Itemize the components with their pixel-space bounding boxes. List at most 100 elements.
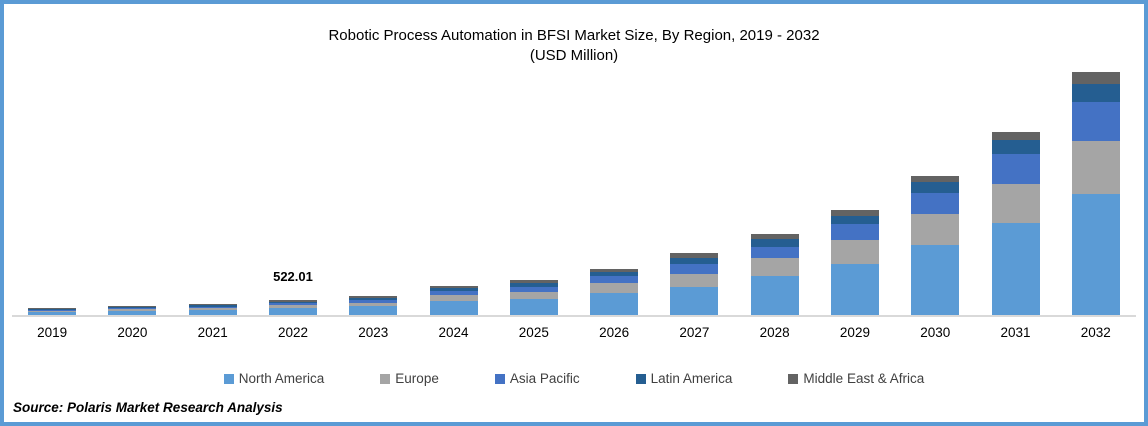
bar-segment-europe-2030 [911,214,960,246]
bar-segment-europe-2027 [670,274,719,287]
bar-segment-middle-east-africa-2026 [590,268,639,272]
x-axis-label-2030: 2030 [920,325,951,340]
x-axis-label-2022: 2022 [277,325,308,340]
bar-column-2031 [975,70,1055,315]
bar-segment-north-america-2020 [108,310,157,315]
bar-2023 [349,296,398,315]
source-note: Source: Polaris Market Research Analysis [13,400,283,415]
bar-column-2027 [654,70,734,315]
bar-segment-asia-pacific-2027 [670,264,719,275]
x-axis-label-2025: 2025 [518,325,549,340]
x-axis: 2019 2020 2021 2022 2023 2024 2025 2026 2027 2028… [12,317,1136,344]
bar-segment-north-america-2022 [268,308,317,315]
chart-subtitle: (USD Million) [529,47,619,64]
bar-segment-north-america-2027 [670,286,719,315]
legend-item-latin-america: Latin America [635,371,732,386]
x-axis-label-2032: 2032 [1080,325,1111,340]
bar-segment-europe-2026 [590,282,639,293]
bar-2030 [911,175,960,315]
bar-column-2029 [815,70,895,315]
legend-swatch-middle-east-africa [788,373,799,384]
bar-segment-asia-pacific-2030 [911,192,960,215]
legend-item-middle-east-africa: Middle East & Africa [788,371,924,386]
bar-segment-asia-pacific-2023 [349,299,398,303]
data-label-2022: 522.01 [273,269,313,285]
bar-column-2026 [574,70,654,315]
bar-segment-latin-america-2023 [349,297,398,300]
bar-segment-latin-america-2030 [911,182,960,193]
title-block: Robotic Process Automation in BFSI Marke… [4,4,1144,70]
bar-segment-europe-2025 [509,291,558,300]
legend: North America Europe Asia Pacific Latin Ame… [4,371,1144,386]
x-axis-label-2026: 2026 [599,325,630,340]
bar-segment-europe-2019 [28,310,77,312]
bar-segment-middle-east-africa-2029 [830,209,879,216]
bar-segment-north-america-2032 [1071,193,1120,315]
bar-segment-europe-2028 [750,258,799,276]
bar-segment-latin-america-2019 [28,308,77,310]
bar-segment-north-america-2024 [429,301,478,315]
bar-segment-latin-america-2022 [268,301,317,304]
x-axis-label-2027: 2027 [679,325,710,340]
bar-segment-europe-2029 [830,239,879,264]
x-axis-label-2029: 2029 [839,325,870,340]
bar-column-2020 [92,70,172,315]
bar-segment-asia-pacific-2024 [429,291,478,296]
bar-segment-asia-pacific-2028 [750,246,799,259]
bar-segment-europe-2032 [1071,140,1120,194]
bar-segment-asia-pacific-2032 [1071,101,1120,141]
legend-swatch-latin-america [635,373,646,384]
bar-segment-latin-america-2025 [509,283,558,288]
bar-2021 [188,304,237,315]
x-axis-label-2028: 2028 [759,325,790,340]
plot-area: 522.01 [12,70,1136,317]
bar-2019 [28,308,77,315]
legend-item-north-america: North America [223,371,325,386]
bar-segment-north-america-2031 [991,223,1040,315]
bar-column-2028 [735,70,815,315]
bar-segment-europe-2022 [268,305,317,308]
bar-2031 [991,131,1040,315]
bar-segment-latin-america-2024 [429,288,478,292]
legend-swatch-asia-pacific [494,373,505,384]
bar-segment-middle-east-africa-2021 [188,304,237,306]
bar-segment-europe-2023 [349,302,398,306]
bar-segment-europe-2031 [991,183,1040,224]
bar-segment-europe-2021 [188,307,237,310]
bar-segment-asia-pacific-2022 [268,303,317,306]
legend-label-middle-east-africa: Middle East & Africa [803,371,925,386]
bar-segment-asia-pacific-2019 [28,309,77,311]
bar-segment-europe-2024 [429,295,478,302]
bar-segment-asia-pacific-2029 [830,223,879,240]
bar-segment-middle-east-africa-2020 [108,306,157,307]
legend-label-north-america: North America [238,371,325,386]
x-axis-label-2023: 2023 [358,325,389,340]
bar-segment-middle-east-africa-2032 [1071,72,1120,84]
bar-segment-latin-america-2028 [750,239,799,247]
bar-segment-latin-america-2029 [830,215,879,224]
bar-2027 [670,253,719,315]
legend-swatch-europe [380,373,391,384]
bar-segment-middle-east-africa-2022 [268,300,317,302]
bar-segment-europe-2020 [108,309,157,311]
bar-segment-latin-america-2031 [991,140,1040,155]
bar-2026 [590,268,639,315]
bar-segment-asia-pacific-2026 [590,275,639,283]
x-axis-label-2019: 2019 [37,325,68,340]
bar-2032 [1071,72,1120,315]
bar-column-2022: 522.01 [253,70,333,315]
legend-label-asia-pacific: Asia Pacific [509,371,580,386]
bar-2025 [509,280,558,315]
bar-segment-latin-america-2032 [1071,83,1120,102]
bar-segment-north-america-2030 [911,245,960,315]
bar-segment-north-america-2029 [830,263,879,315]
x-axis-label-2031: 2031 [1000,325,1031,340]
bar-segment-middle-east-africa-2030 [911,175,960,183]
legend-item-europe: Europe [380,371,439,386]
bar-segment-middle-east-africa-2019 [28,308,77,309]
bar-segment-asia-pacific-2025 [509,287,558,292]
bar-segment-middle-east-africa-2027 [670,253,719,259]
bar-segment-north-america-2025 [509,299,558,315]
bar-column-2023 [333,70,413,315]
